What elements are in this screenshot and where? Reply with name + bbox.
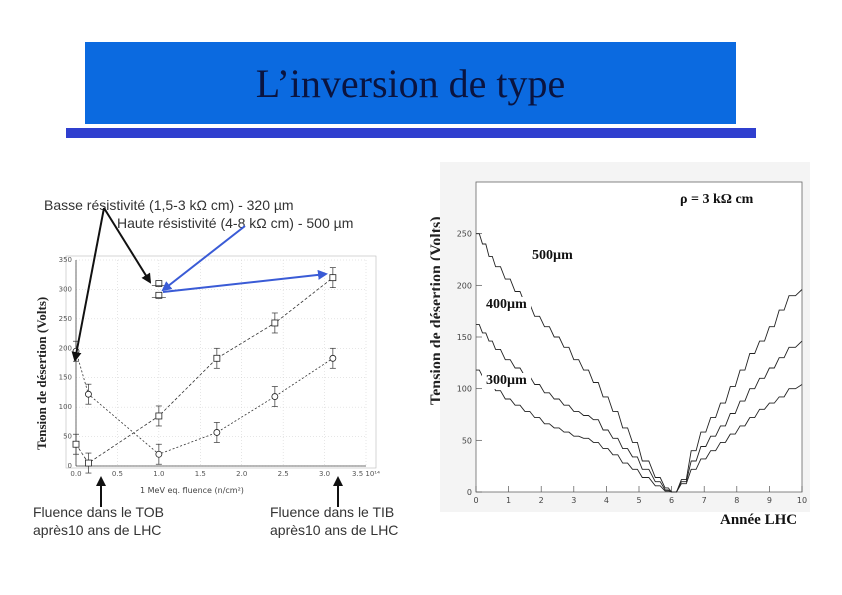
data-point-square [155,412,163,420]
tib-fluence-line2: après10 ans de LHC [270,522,399,538]
right-x-tick-label: 4 [604,496,609,505]
right-y-tick-label: 50 [462,436,472,445]
left-x-tick-label: 3.0 [319,470,330,478]
left-x-tick-label: 0.0 [70,470,81,478]
right-x-tick-label: 9 [767,496,772,505]
right-series-line-2 [476,324,803,493]
data-point-square [85,459,92,467]
right-x-tick-label: 6 [669,496,674,505]
title-underline [66,128,756,138]
left-series-line-circle [75,351,334,455]
left-y-tick-label: 100 [59,403,72,411]
left-x-tick-label: 1.5 [195,470,206,478]
right-x-tick-label: 1 [506,496,511,505]
right-plot-frame [475,181,803,493]
thickness-400-label: 400µm [482,297,531,313]
right-x-tick-label: 10 [797,496,807,505]
data-point-circle [329,354,337,362]
thickness-500-label: 500µm [528,248,577,264]
left-x-tick-label: 0.5 [112,470,123,478]
right-y-tick-label: 150 [457,333,472,342]
left-y-tick-label: 350 [59,256,72,264]
left-x-tick-label: 1.0 [153,470,164,478]
data-point-circle [271,393,279,400]
left-y-tick-label: 250 [59,315,72,323]
arrow-low-res-2 [103,207,152,284]
right-y-tick-label: 100 [457,385,472,394]
high-resistivity-note: Haute résistivité (4-8 kΩ cm) - 500 µm [117,215,354,231]
data-point-circle [85,390,92,398]
left-y-tick-label: 300 [59,285,72,293]
thickness-300-label: 300µm [482,373,531,389]
left-x-tick-label: 3.5 10¹⁴ [352,470,380,478]
resistivity-label: ρ = 3 kΩ cm [680,192,754,207]
tib-fluence-line1: Fluence dans le TIB [270,504,395,520]
data-point-square [72,440,80,448]
page-title: L’inversion de type [255,61,566,106]
arrow-low-res-1 [71,207,105,362]
title-banner [85,42,736,124]
tob-fluence-line1: Fluence dans le TOB [33,504,165,520]
right-x-tick-label: 2 [539,496,544,505]
left-x-tick-label: 2.5 [278,470,289,478]
left-y-tick-label: 50 [63,433,72,441]
right-x-tick-label: 5 [636,496,641,505]
right-x-tick-label: 8 [734,496,739,505]
left-chart: 0 50 100 150 200 250 300 350 0.0 0.5 1.0 1.5 2.0 2.5 3… [59,255,380,495]
right-series-line-1 [476,233,803,493]
data-point-square [329,274,337,282]
data-point-square [271,319,279,327]
data-point-square-extra [155,291,163,299]
right-x-tick-label: 7 [702,496,707,505]
tob-fluence-line2: après10 ans de LHC [33,522,162,538]
data-point-circle [155,450,163,458]
data-point-circle [213,429,221,436]
left-y-tick-label: 200 [59,344,72,352]
right-y-tick-label: 0 [467,488,472,497]
right-y-tick-label: 250 [457,230,472,239]
right-chart-xlabel: Année LHC [720,512,798,528]
data-point-square [213,354,221,362]
right-series-line-3 [476,369,803,493]
left-y-tick-label: 150 [59,374,72,382]
left-y-tick-label: 0 [68,462,72,470]
low-resistivity-note: Basse résistivité (1,5-3 kΩ cm) - 320 µm [44,197,294,213]
right-x-tick-label: 0 [473,496,478,505]
left-chart-xlabel: 1 MeV eq. fluence (n/cm²) [140,486,244,495]
arrow-high-res-1 [161,225,246,292]
right-y-tick-label: 200 [457,281,472,290]
right-x-tick-label: 3 [571,496,576,505]
arrow-high-res-2 [162,269,328,293]
left-x-tick-label: 2.0 [236,470,247,478]
